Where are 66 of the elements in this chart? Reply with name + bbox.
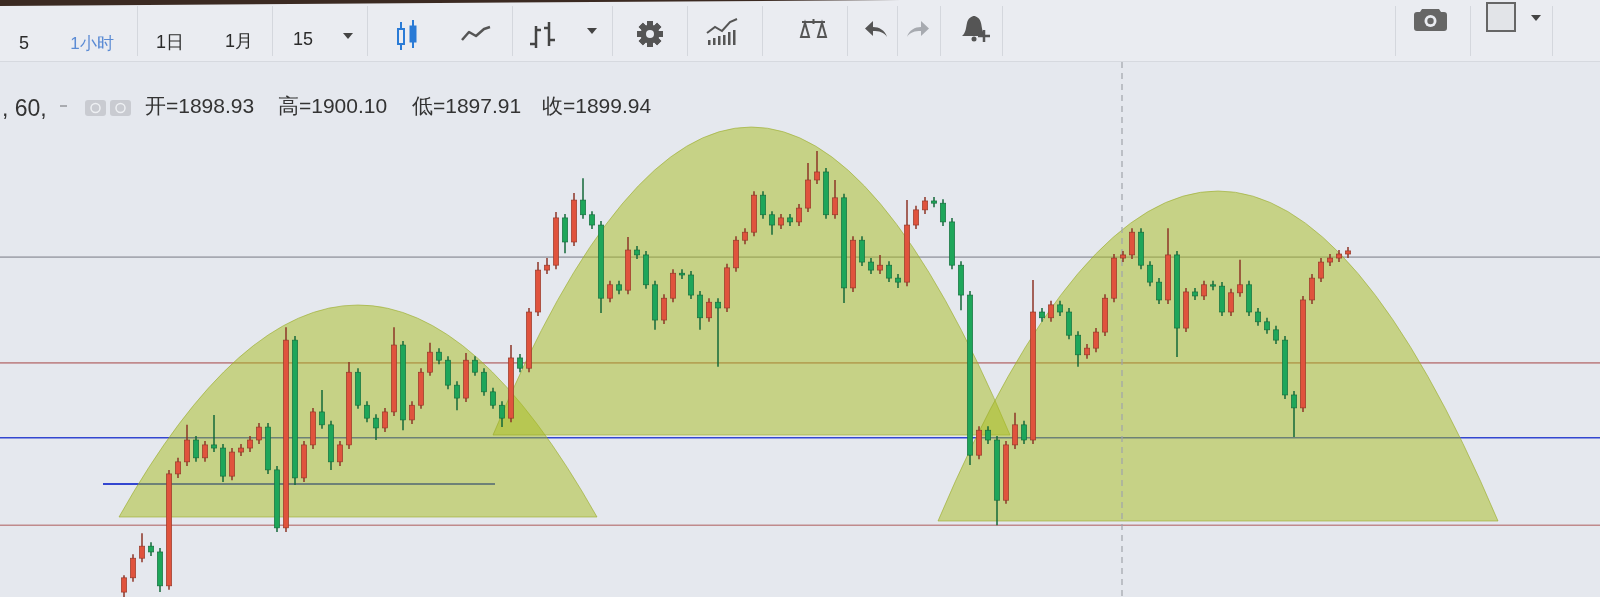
candlestick — [202, 440, 208, 463]
candlestick — [796, 203, 802, 227]
candlestick — [760, 190, 766, 220]
candlestick — [814, 150, 820, 185]
candlestick — [1291, 390, 1297, 438]
candlestick — [121, 574, 127, 597]
candlestick — [490, 387, 496, 410]
candlestick — [364, 400, 370, 423]
text: , 60, — [2, 95, 47, 121]
candlestick — [193, 435, 199, 463]
candlestick — [1201, 280, 1207, 301]
candlestick — [1075, 330, 1081, 368]
candlestick — [175, 457, 181, 479]
text: 低=1897.91 — [412, 94, 522, 117]
candlestick — [319, 389, 325, 430]
candlestick — [472, 355, 478, 377]
candlestick — [256, 422, 262, 445]
candlestick — [1129, 227, 1135, 260]
candlestick — [706, 297, 712, 323]
candlestick — [499, 400, 505, 428]
candlestick — [688, 270, 694, 300]
candlestick — [373, 413, 379, 441]
candlestick — [859, 235, 865, 267]
candlestick — [940, 198, 946, 227]
candlestick — [1228, 288, 1234, 317]
candlestick — [832, 179, 838, 220]
candlestick — [769, 210, 775, 236]
candlestick — [913, 205, 919, 230]
text: 1月 — [224, 31, 254, 51]
candlestick — [130, 553, 136, 583]
candlestick — [184, 424, 190, 467]
candlestick — [679, 268, 685, 280]
candlestick — [1309, 273, 1315, 305]
candlestick — [427, 342, 433, 377]
candlestick — [715, 297, 721, 368]
candlestick — [1156, 277, 1162, 305]
candlestick — [454, 380, 460, 411]
candlestick — [1318, 257, 1324, 283]
text: 高=1900.10 — [278, 94, 388, 117]
candlestick — [517, 353, 523, 373]
candlestick — [1021, 420, 1027, 445]
candlestick — [1012, 412, 1018, 450]
candlestick — [382, 407, 388, 433]
candlestick — [1237, 259, 1243, 298]
text: 15 — [292, 29, 314, 49]
text: 收=1899.94 — [542, 94, 652, 117]
candlestick — [697, 290, 703, 331]
candlestick — [1093, 327, 1099, 353]
candlestick — [1273, 325, 1279, 345]
candlestick — [337, 440, 343, 467]
candlestick — [139, 532, 145, 563]
candlestick — [886, 260, 892, 283]
candlestick — [580, 177, 586, 220]
candlestick — [1066, 307, 1072, 340]
text: 开=1898.93 — [145, 94, 255, 117]
text: 5 — [18, 33, 30, 53]
candlestick — [1147, 260, 1153, 287]
candlestick — [211, 414, 217, 453]
candlestick — [409, 400, 415, 425]
candlestick — [607, 280, 613, 303]
text: 1日 — [155, 32, 185, 52]
candlestick — [1048, 300, 1054, 323]
candlestick — [877, 254, 883, 275]
candlestick — [661, 293, 667, 325]
text: 1小时 — [70, 34, 114, 53]
candlestick — [481, 367, 487, 397]
